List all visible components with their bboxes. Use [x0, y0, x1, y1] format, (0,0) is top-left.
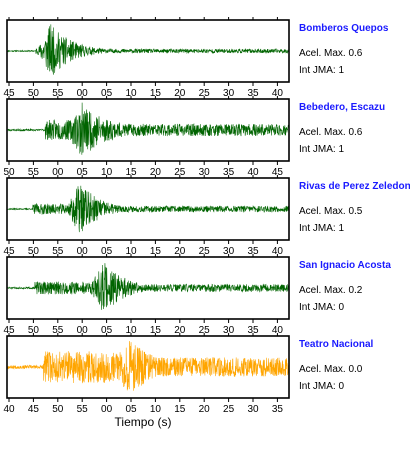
x-tick-label: 35 [247, 246, 259, 257]
x-tick-label: 05 [101, 88, 113, 99]
x-tick-label: 20 [199, 404, 211, 415]
x-tick-label: 35 [247, 325, 259, 336]
x-tick-label: 50 [52, 404, 64, 415]
waveform-trace [6, 340, 290, 391]
panel-5: 40 45 50 55 00 05 10 15 20 25 30 35 [3, 333, 290, 415]
max-acceleration-label: Acel. Max. 0.6 [299, 127, 363, 138]
waveform-trace [6, 24, 290, 75]
x-tick-label: 00 [77, 246, 89, 257]
x-tick-label: 00 [52, 167, 64, 178]
panel-frame [6, 98, 290, 162]
panel-frame [6, 177, 290, 241]
panel-2: 50 55 00 05 10 15 20 25 30 35 40 45 [3, 96, 290, 178]
jma-intensity-label: Int JMA: 0 [299, 302, 345, 313]
x-tick-label: 00 [77, 88, 89, 99]
x-tick-label: 45 [3, 88, 15, 99]
x-tick-label: 05 [101, 246, 113, 257]
x-tick-label: 00 [77, 325, 89, 336]
x-tick-label: 55 [77, 404, 89, 415]
x-tick-label: 10 [125, 88, 137, 99]
jma-intensity-label: Int JMA: 1 [299, 223, 345, 234]
x-tick-label: 55 [52, 88, 64, 99]
panel-frame [6, 19, 290, 83]
x-tick-label: 00 [101, 404, 113, 415]
station-name: Bebedero, Escazu [299, 102, 386, 113]
station-name: Rivas de Perez Zeledon [299, 181, 410, 192]
x-tick-label: 15 [174, 404, 186, 415]
panel-1: 45 50 55 00 05 10 15 20 25 30 35 40 [3, 17, 290, 99]
x-tick-label: 10 [125, 246, 137, 257]
waveform-trace [6, 185, 290, 233]
x-tick-label: 45 [3, 325, 15, 336]
x-tick-label: 40 [247, 167, 259, 178]
max-acceleration-label: Acel. Max. 0.6 [299, 48, 363, 59]
max-acceleration-label: Acel. Max. 0.5 [299, 206, 363, 217]
x-tick-label: 35 [247, 88, 259, 99]
x-tick-label: 20 [174, 88, 186, 99]
x-tick-label: 40 [272, 246, 284, 257]
x-tick-label: 55 [52, 246, 64, 257]
x-tick-label: 45 [272, 167, 284, 178]
panel-3: 45 50 55 00 05 10 15 20 25 30 35 40 [3, 175, 290, 257]
x-tick-label: 25 [199, 246, 211, 257]
x-tick-label: 10 [125, 325, 137, 336]
x-tick-label: 30 [199, 167, 211, 178]
waveform-trace [6, 102, 290, 155]
x-tick-label: 35 [272, 404, 284, 415]
x-tick-label: 50 [28, 246, 40, 257]
x-tick-label: 40 [3, 404, 15, 415]
panel-4: 45 50 55 00 05 10 15 20 25 30 35 40 [3, 254, 290, 336]
x-tick-label: 20 [174, 246, 186, 257]
x-tick-label: 45 [3, 246, 15, 257]
x-tick-label: 35 [223, 167, 235, 178]
x-tick-label: 15 [150, 88, 162, 99]
x-tick-label: 25 [174, 167, 186, 178]
x-tick-label: 25 [199, 325, 211, 336]
station-name: San Ignacio Acosta [299, 260, 391, 271]
jma-intensity-label: Int JMA: 1 [299, 144, 345, 155]
x-tick-label: 55 [28, 167, 40, 178]
jma-intensity-label: Int JMA: 1 [299, 65, 345, 76]
x-tick-label: 15 [150, 325, 162, 336]
x-tick-label: 30 [223, 246, 235, 257]
x-tick-label: 30 [247, 404, 259, 415]
waveform-trace [6, 263, 290, 310]
x-tick-label: 55 [52, 325, 64, 336]
x-tick-label: 20 [150, 167, 162, 178]
x-tick-label: 05 [77, 167, 89, 178]
panel-frame [6, 256, 290, 320]
max-acceleration-label: Acel. Max. 0.0 [299, 364, 363, 375]
x-tick-label: 40 [272, 325, 284, 336]
x-tick-label: 50 [3, 167, 15, 178]
x-tick-label: 15 [150, 246, 162, 257]
x-tick-label: 15 [125, 167, 137, 178]
panel-frame [6, 335, 290, 399]
x-tick-label: 45 [28, 404, 40, 415]
station-name: Teatro Nacional [299, 339, 374, 350]
x-tick-label: 40 [272, 88, 284, 99]
max-acceleration-label: Acel. Max. 0.2 [299, 285, 363, 296]
x-tick-label: 20 [174, 325, 186, 336]
x-tick-label: 05 [125, 404, 137, 415]
x-tick-label: 50 [28, 325, 40, 336]
x-axis-title: Tiempo (s) [115, 415, 172, 429]
x-tick-label: 30 [223, 88, 235, 99]
x-tick-label: 25 [223, 404, 235, 415]
x-tick-label: 25 [199, 88, 211, 99]
x-tick-label: 50 [28, 88, 40, 99]
x-tick-label: 05 [101, 325, 113, 336]
jma-intensity-label: Int JMA: 0 [299, 381, 345, 392]
station-name: Bomberos Quepos [299, 23, 389, 34]
x-tick-label: 10 [150, 404, 162, 415]
x-tick-label: 30 [223, 325, 235, 336]
x-tick-label: 10 [101, 167, 113, 178]
